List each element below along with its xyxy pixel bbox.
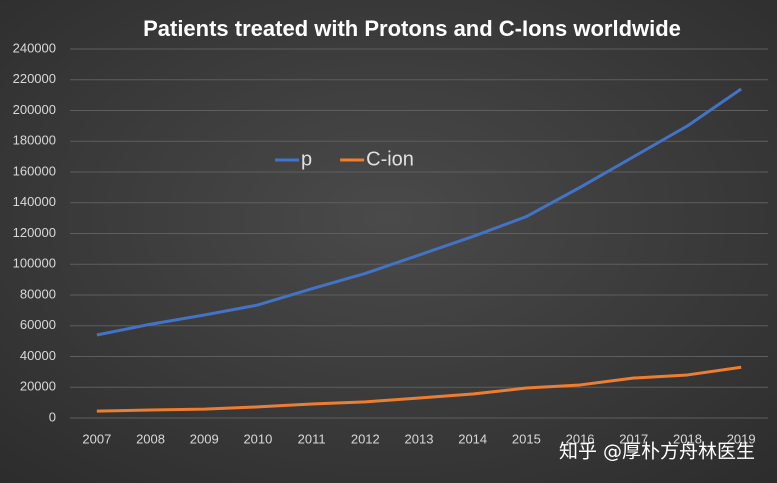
y-tick-label: 220000 <box>13 71 56 86</box>
watermark: 知乎 @厚朴方舟林医生 <box>559 441 755 463</box>
x-tick-label: 2007 <box>82 431 111 446</box>
x-tick-label: 2013 <box>405 431 434 446</box>
y-tick-label: 180000 <box>13 133 56 148</box>
x-tick-label: 2015 <box>512 431 541 446</box>
series-line <box>96 365 742 413</box>
x-tick-label: 2016 <box>566 431 595 446</box>
x-tick-label: 2017 <box>619 431 648 446</box>
y-tick-label: 160000 <box>13 163 56 178</box>
y-tick-label: 60000 <box>20 317 56 332</box>
legend-label: C-ion <box>366 148 414 170</box>
y-tick-label: 200000 <box>13 102 56 117</box>
series-line <box>96 87 743 337</box>
y-tick-label: 120000 <box>13 225 56 240</box>
y-tick-label: 0 <box>49 409 56 424</box>
legend-label: p <box>301 148 312 170</box>
y-tick-label: 40000 <box>20 348 56 363</box>
x-tick-label: 2014 <box>458 431 487 446</box>
x-tick-label: 2011 <box>298 431 326 446</box>
x-tick-label: 2018 <box>673 431 702 446</box>
chart-title: Patients treated with Protons and C-Ions… <box>143 16 681 41</box>
y-tick-label: 140000 <box>13 194 56 209</box>
y-tick-label: 100000 <box>13 256 56 271</box>
x-tick-label: 2009 <box>190 431 219 446</box>
x-tick-label: 2010 <box>243 431 272 446</box>
x-tick-label: 2012 <box>351 431 380 446</box>
x-tick-label: 2008 <box>136 431 165 446</box>
y-tick-label: 20000 <box>20 379 56 394</box>
y-tick-label: 240000 <box>13 40 56 55</box>
y-tick-label: 80000 <box>20 286 56 301</box>
x-tick-label: 2019 <box>727 431 756 446</box>
